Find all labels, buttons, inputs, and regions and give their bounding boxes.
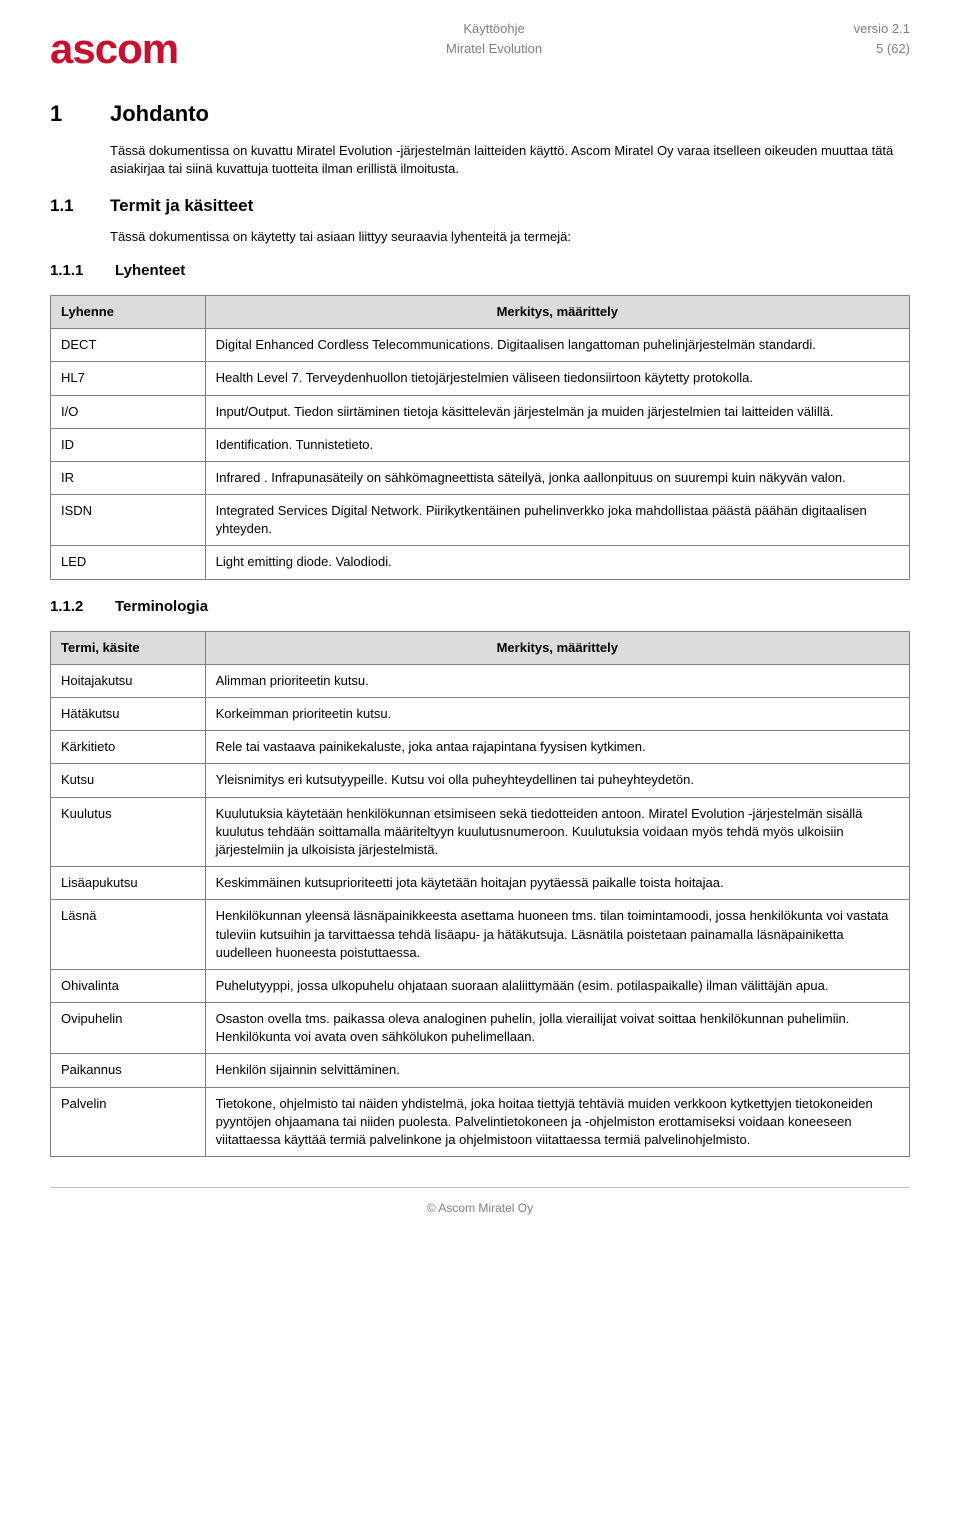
copyright: © Ascom Miratel Oy <box>427 1201 533 1215</box>
table-cell-value: Henkilökunnan yleensä läsnäpainikkeesta … <box>205 900 909 970</box>
table-header-meaning: Merkitys, määrittely <box>205 295 909 328</box>
table-cell-key: ISDN <box>51 495 206 546</box>
abbreviations-table: Lyhenne Merkitys, määrittely DECTDigital… <box>50 295 910 580</box>
header-right: versio 2.1 5 (62) <box>810 20 910 60</box>
page-footer: © Ascom Miratel Oy <box>50 1187 910 1217</box>
table-row: HätäkutsuKorkeimman prioriteetin kutsu. <box>51 698 910 731</box>
table-row: KärkitietoRele tai vastaava painikekalus… <box>51 731 910 764</box>
table-cell-value: Korkeimman prioriteetin kutsu. <box>205 698 909 731</box>
table-cell-key: Lisäapukutsu <box>51 867 206 900</box>
section-1-heading: 1 Johdanto <box>50 99 910 130</box>
table-cell-value: Tietokone, ohjelmisto tai näiden yhdiste… <box>205 1087 909 1157</box>
table-cell-value: Rele tai vastaava painikekaluste, joka a… <box>205 731 909 764</box>
table-header-term: Termi, käsite <box>51 631 206 664</box>
table-cell-value: Yleisnimitys eri kutsutyypeille. Kutsu v… <box>205 764 909 797</box>
terminology-table: Termi, käsite Merkitys, määrittely Hoita… <box>50 631 910 1158</box>
table-row: IRInfrared . Infrapunasäteily on sähköma… <box>51 461 910 494</box>
subsubsection-number: 1.1.2 <box>50 596 90 617</box>
table-row: PalvelinTietokone, ohjelmisto tai näiden… <box>51 1087 910 1157</box>
section-1-1-2-heading: 1.1.2 Terminologia <box>50 596 910 617</box>
table-cell-key: DECT <box>51 329 206 362</box>
logo: ascom <box>50 20 178 79</box>
table-cell-key: I/O <box>51 395 206 428</box>
version: versio 2.1 <box>810 20 910 38</box>
table-cell-key: Hoitajakutsu <box>51 664 206 697</box>
page-number: 5 (62) <box>810 40 910 58</box>
table-cell-value: Henkilön sijainnin selvittäminen. <box>205 1054 909 1087</box>
table-row: PaikannusHenkilön sijainnin selvittämine… <box>51 1054 910 1087</box>
doc-type: Käyttöohje <box>178 20 810 38</box>
table-cell-key: Kuulutus <box>51 797 206 867</box>
subsubsection-title: Lyhenteet <box>115 260 185 281</box>
table-cell-value: Infrared . Infrapunasäteily on sähkömagn… <box>205 461 909 494</box>
table-row: IDIdentification. Tunnistetieto. <box>51 428 910 461</box>
table-cell-key: Palvelin <box>51 1087 206 1157</box>
table-cell-value: Alimman prioriteetin kutsu. <box>205 664 909 697</box>
table-header-meaning: Merkitys, määrittely <box>205 631 909 664</box>
subsubsection-title: Terminologia <box>115 596 208 617</box>
table-row: LäsnäHenkilökunnan yleensä läsnäpainikke… <box>51 900 910 970</box>
subsection-title: Termit ja käsitteet <box>110 194 253 218</box>
table-cell-value: Kuulutuksia käytetään henkilökunnan etsi… <box>205 797 909 867</box>
table-row: HL7Health Level 7. Terveydenhuollon tiet… <box>51 362 910 395</box>
table-cell-key: Ovipuhelin <box>51 1003 206 1054</box>
section-title: Johdanto <box>110 99 209 130</box>
table-row: OvipuhelinOsaston ovella tms. paikassa o… <box>51 1003 910 1054</box>
table-cell-key: Ohivalinta <box>51 969 206 1002</box>
section-1-text: Tässä dokumentissa on kuvattu Miratel Ev… <box>110 142 910 178</box>
table-cell-key: ID <box>51 428 206 461</box>
table-row: LEDLight emitting diode. Valodiodi. <box>51 546 910 579</box>
page-header: ascom Käyttöohje Miratel Evolution versi… <box>50 20 910 79</box>
table-row: DECTDigital Enhanced Cordless Telecommun… <box>51 329 910 362</box>
table-header-abbrev: Lyhenne <box>51 295 206 328</box>
table-cell-value: Osaston ovella tms. paikassa oleva analo… <box>205 1003 909 1054</box>
header-center: Käyttöohje Miratel Evolution <box>178 20 810 60</box>
table-row: OhivalintaPuhelutyyppi, jossa ulkopuhelu… <box>51 969 910 1002</box>
table-cell-key: Hätäkutsu <box>51 698 206 731</box>
table-cell-value: Integrated Services Digital Network. Pii… <box>205 495 909 546</box>
table-cell-value: Health Level 7. Terveydenhuollon tietojä… <box>205 362 909 395</box>
table-cell-value: Keskimmäinen kutsuprioriteetti jota käyt… <box>205 867 909 900</box>
section-1-1-text: Tässä dokumentissa on käytetty tai asiaa… <box>110 228 910 246</box>
table-cell-key: HL7 <box>51 362 206 395</box>
table-row: KutsuYleisnimitys eri kutsutyypeille. Ku… <box>51 764 910 797</box>
section-number: 1 <box>50 99 70 130</box>
table-row: I/OInput/Output. Tiedon siirtäminen tiet… <box>51 395 910 428</box>
table-cell-value: Input/Output. Tiedon siirtäminen tietoja… <box>205 395 909 428</box>
product-name: Miratel Evolution <box>178 40 810 58</box>
table-row: KuulutusKuulutuksia käytetään henkilökun… <box>51 797 910 867</box>
table-cell-key: Kärkitieto <box>51 731 206 764</box>
table-cell-value: Light emitting diode. Valodiodi. <box>205 546 909 579</box>
table-row: HoitajakutsuAlimman prioriteetin kutsu. <box>51 664 910 697</box>
table-row: ISDNIntegrated Services Digital Network.… <box>51 495 910 546</box>
table-cell-key: LED <box>51 546 206 579</box>
table-cell-key: Kutsu <box>51 764 206 797</box>
table-cell-key: Läsnä <box>51 900 206 970</box>
subsection-number: 1.1 <box>50 194 80 218</box>
section-1-1-1-heading: 1.1.1 Lyhenteet <box>50 260 910 281</box>
table-cell-key: Paikannus <box>51 1054 206 1087</box>
subsubsection-number: 1.1.1 <box>50 260 90 281</box>
table-cell-value: Identification. Tunnistetieto. <box>205 428 909 461</box>
table-cell-key: IR <box>51 461 206 494</box>
table-cell-value: Digital Enhanced Cordless Telecommunicat… <box>205 329 909 362</box>
section-1-1-heading: 1.1 Termit ja käsitteet <box>50 194 910 218</box>
table-cell-value: Puhelutyyppi, jossa ulkopuhelu ohjataan … <box>205 969 909 1002</box>
table-row: LisäapukutsuKeskimmäinen kutsuprioriteet… <box>51 867 910 900</box>
